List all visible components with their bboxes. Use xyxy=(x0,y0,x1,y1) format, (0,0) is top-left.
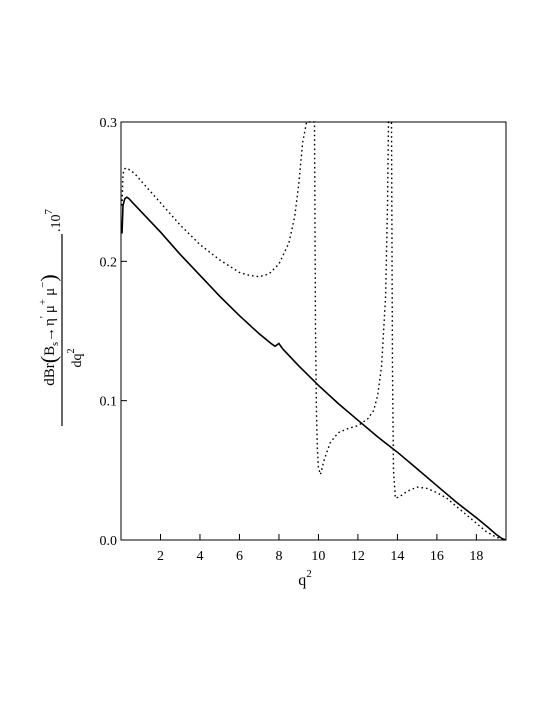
x-axis-label: q2 xyxy=(298,568,312,589)
plot-frame xyxy=(120,121,507,541)
x-tick-label: 6 xyxy=(236,549,243,564)
x-tick-label: 14 xyxy=(390,549,404,564)
x-tick-label: 16 xyxy=(430,549,444,564)
x-tick-label: 2 xyxy=(157,549,164,564)
y-tick-label: 0.0 xyxy=(100,534,118,549)
y-axis-label-factor: .107 xyxy=(43,209,64,233)
x-tick-label: 8 xyxy=(275,549,282,564)
y-tick-label: 0.2 xyxy=(100,255,118,270)
series-solid-line xyxy=(121,196,507,541)
x-tick-label: 18 xyxy=(469,549,483,564)
y-axis-label-denominator: dq2 xyxy=(66,349,85,368)
x-tick-label: 12 xyxy=(351,549,365,564)
series-dotted-line xyxy=(121,121,507,541)
y-ticks: 0.0 0.1 0.2 0.3 xyxy=(100,116,127,549)
x-tick-label: 10 xyxy=(311,549,325,564)
y-tick-label: 0.3 xyxy=(100,116,118,131)
y-axis-label-numerator: dBr(Bs→η'μ+μ−) xyxy=(36,274,61,385)
y-axis-label: dBr(Bs→η'μ+μ−) dq2 .107 xyxy=(36,209,85,426)
x-ticks: 2 4 6 8 10 12 14 16 18 xyxy=(157,534,483,564)
y-tick-label: 0.1 xyxy=(100,395,118,410)
x-tick-label: 4 xyxy=(196,549,203,564)
